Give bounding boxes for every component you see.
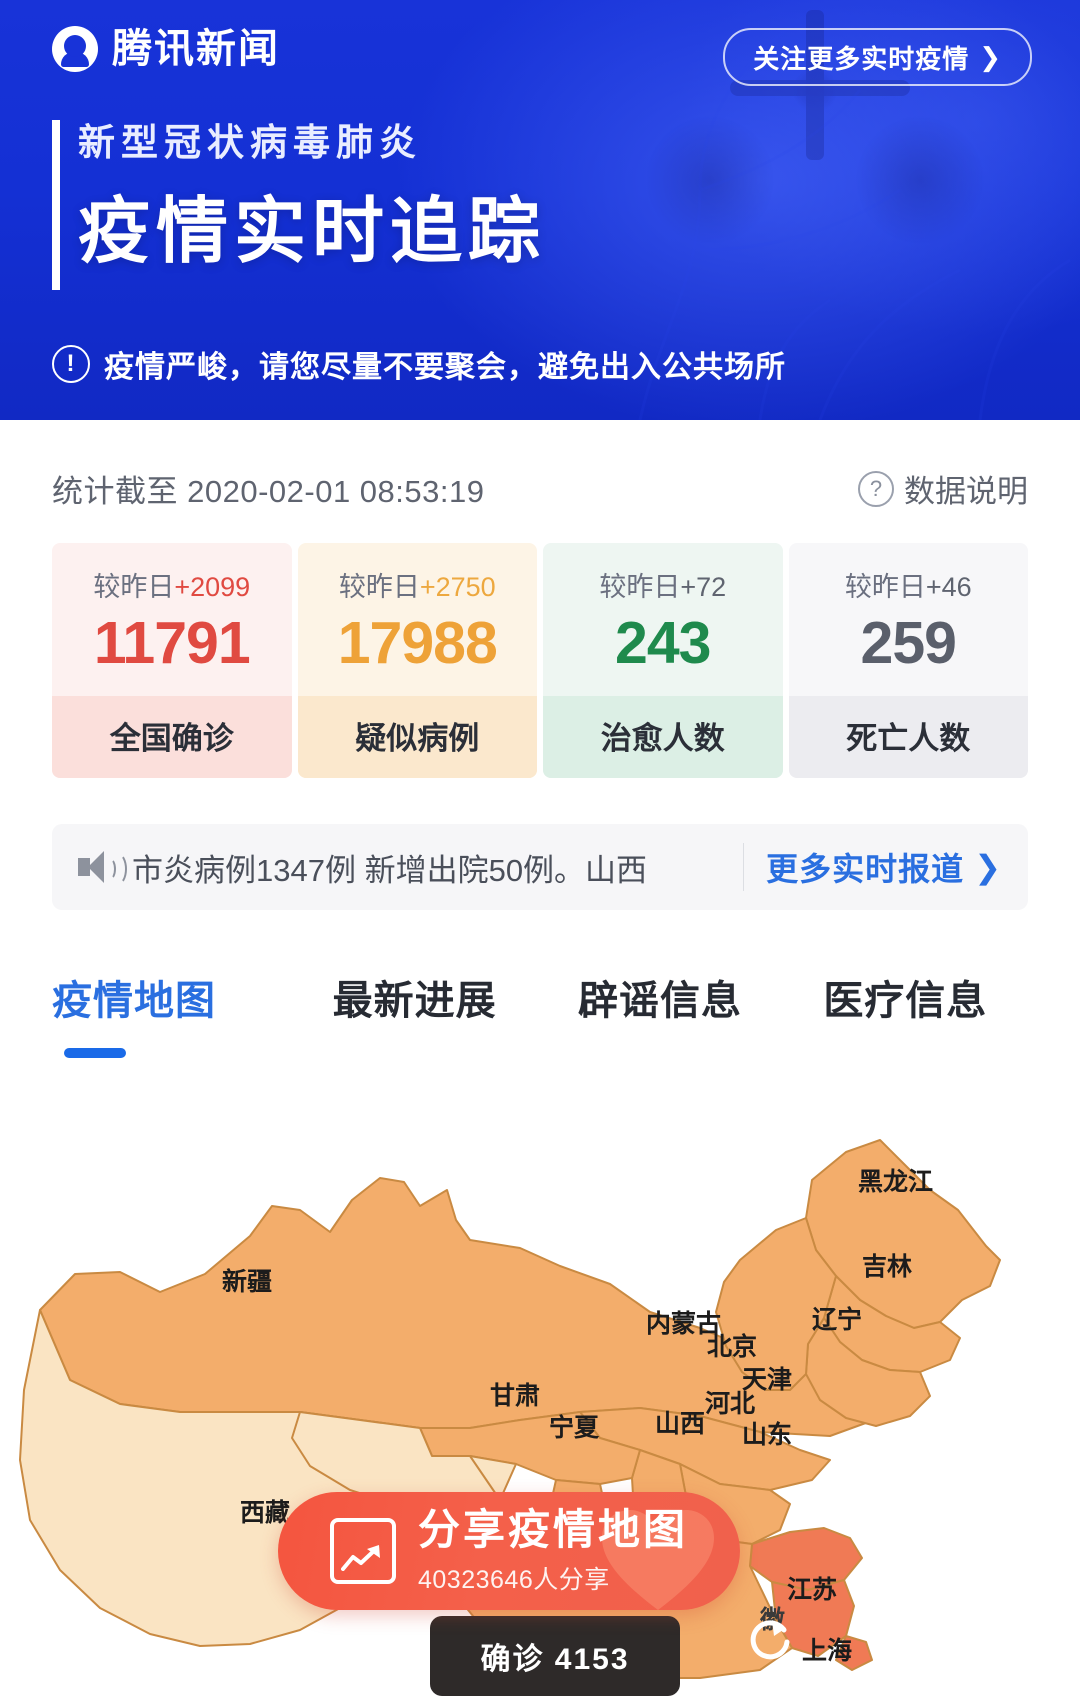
more-reports-link[interactable]: 更多实时报道 ❯ [766,844,1002,890]
tab-epidemic-map[interactable]: 疫情地图 [52,968,292,1058]
share-map-title: 分享疫情地图 [418,1506,689,1553]
delta-value: +46 [925,572,972,602]
stat-delta-deaths: 较昨日+46 [789,543,1029,604]
delta-value: +2099 [174,572,251,602]
map-label-shanxi: 山西 [655,1410,705,1438]
stat-delta-suspected: 较昨日+2750 [298,543,538,604]
map-label-ningxia: 宁夏 [549,1413,600,1442]
stat-label-suspected: 疑似病例 [297,696,537,778]
tab-label: 最新进展 [332,979,497,1023]
stat-value-cured: 243 [615,610,711,676]
follow-more-label: 关注更多实时疫情 [753,43,970,74]
map-label-tibet: 西藏 [240,1499,290,1527]
map-label-liaoning: 辽宁 [812,1305,862,1334]
title-accent-bar [52,120,60,290]
delta-prefix: 较昨日 [338,572,420,602]
stat-label-cured: 治愈人数 [543,696,783,778]
map-label-xinjiang: 新疆 [222,1267,272,1296]
delta-value: +2750 [419,572,496,602]
exclamation-icon: ! [52,345,90,383]
tab-latest-progress[interactable]: 最新进展 [292,968,537,1058]
heart-icon [602,1510,714,1610]
tab-medical-info[interactable]: 医疗信息 [783,968,1028,1058]
brand-logo[interactable]: 腾讯新闻 [52,26,280,72]
stat-value-confirmed: 11791 [93,610,251,676]
banner-subtitle: 新型冠状病毒肺炎 [78,122,422,163]
stat-value-suspected: 17988 [337,610,498,676]
map-label-inner-mongolia: 内蒙古 [646,1310,721,1338]
map-tooltip-text: 确诊 4153 [480,1643,630,1676]
map-label-gansu: 甘肃 [490,1382,540,1410]
question-mark-icon: ? [858,470,894,507]
brand-name: 腾讯新闻 [112,27,280,71]
map-label-jilin: 吉林 [862,1253,912,1281]
delta-value: +72 [680,572,727,602]
news-ticker-text: 市炎病例1347例 新增出院50例。山西 [132,852,648,888]
stat-value-deaths: 259 [860,610,957,676]
health-notice: ! 疫情严峻，请您尽量不要聚会，避免出入公共场所 [52,342,786,386]
delta-prefix: 较昨日 [844,572,926,602]
share-chart-icon [330,1518,396,1584]
banner-title: 疫情实时追踪 [78,192,547,272]
stat-card-confirmed[interactable]: 较昨日+2099 11791 全国确诊 [52,543,292,778]
delta-prefix: 较昨日 [599,572,681,602]
lungs-background-graphic [560,0,1080,370]
map-label-heilongjiang: 黑龙江 [858,1168,933,1196]
stats-header: 统计截至 2020-02-01 08:53:19 ? 数据说明 [0,420,1080,511]
ticker-divider [743,843,745,891]
map-label-beijing: 北京 [707,1332,757,1361]
share-map-button[interactable]: 分享疫情地图 40323646人分享 [278,1492,740,1610]
tab-rumor-debunk[interactable]: 辟谣信息 [537,968,782,1058]
page-banner: 腾讯新闻 关注更多实时疫情 ❯ 新型冠状病毒肺炎 疫情实时追踪 ! 疫情严峻，请… [0,0,1080,420]
map-label-jiangsu: 江苏 [787,1576,837,1604]
tab-label: 医疗信息 [823,979,988,1023]
stat-card-suspected[interactable]: 较昨日+2750 17988 疑似病例 [297,543,538,778]
map-label-tianjin: 天津 [742,1366,792,1394]
banner-title-block: 新型冠状病毒肺炎 疫情实时追踪 [52,116,547,290]
follow-more-button[interactable]: 关注更多实时疫情 ❯ [723,28,1032,86]
tab-label: 疫情地图 [52,979,216,1023]
delta-prefix: 较昨日 [93,572,175,602]
stats-timestamp: 统计截至 2020-02-01 08:53:19 [52,474,485,509]
section-tabs: 疫情地图 最新进展 辟谣信息 医疗信息 [0,910,1080,1058]
map-label-shandong: 山东 [742,1420,792,1449]
data-explanation-link[interactable]: ? 数据说明 [858,466,1028,511]
refresh-icon[interactable] [744,1612,796,1664]
stats-section: 统计截至 2020-02-01 08:53:19 ? 数据说明 较昨日+2099… [0,420,1080,1058]
stat-label-deaths: 死亡人数 [788,696,1028,778]
more-reports-label: 更多实时报道 [766,851,965,887]
speaker-icon [78,850,127,885]
news-ticker[interactable]: 市炎病例1347例 新增出院50例。山西 更多实时报道 ❯ [52,824,1028,910]
share-map-count: 40323646人分享 [418,1566,610,1594]
map-tooltip: 确诊 4153 [430,1616,680,1696]
tab-active-indicator [64,1048,126,1058]
stat-delta-confirmed: 较昨日+2099 [52,543,292,604]
map-label-shanghai: 上海 [802,1636,852,1665]
stat-delta-cured: 较昨日+72 [543,543,783,604]
data-explanation-label: 数据说明 [904,474,1028,509]
stat-cards: 较昨日+2099 11791 全国确诊 较昨日+2750 17988 疑似病例 … [0,511,1080,778]
stat-label-confirmed: 全国确诊 [52,696,292,778]
chevron-right-icon: ❯ [974,849,1002,885]
stat-card-cured[interactable]: 较昨日+72 243 治愈人数 [543,543,783,778]
stat-card-deaths[interactable]: 较昨日+46 259 死亡人数 [788,543,1029,778]
tab-label: 辟谣信息 [577,979,742,1023]
health-notice-text: 疫情严峻，请您尽量不要聚会，避免出入公共场所 [104,351,786,384]
tencent-news-logo-icon [52,26,98,72]
chevron-right-icon: ❯ [979,41,1002,72]
map-label-hebei: 河北 [705,1390,755,1418]
